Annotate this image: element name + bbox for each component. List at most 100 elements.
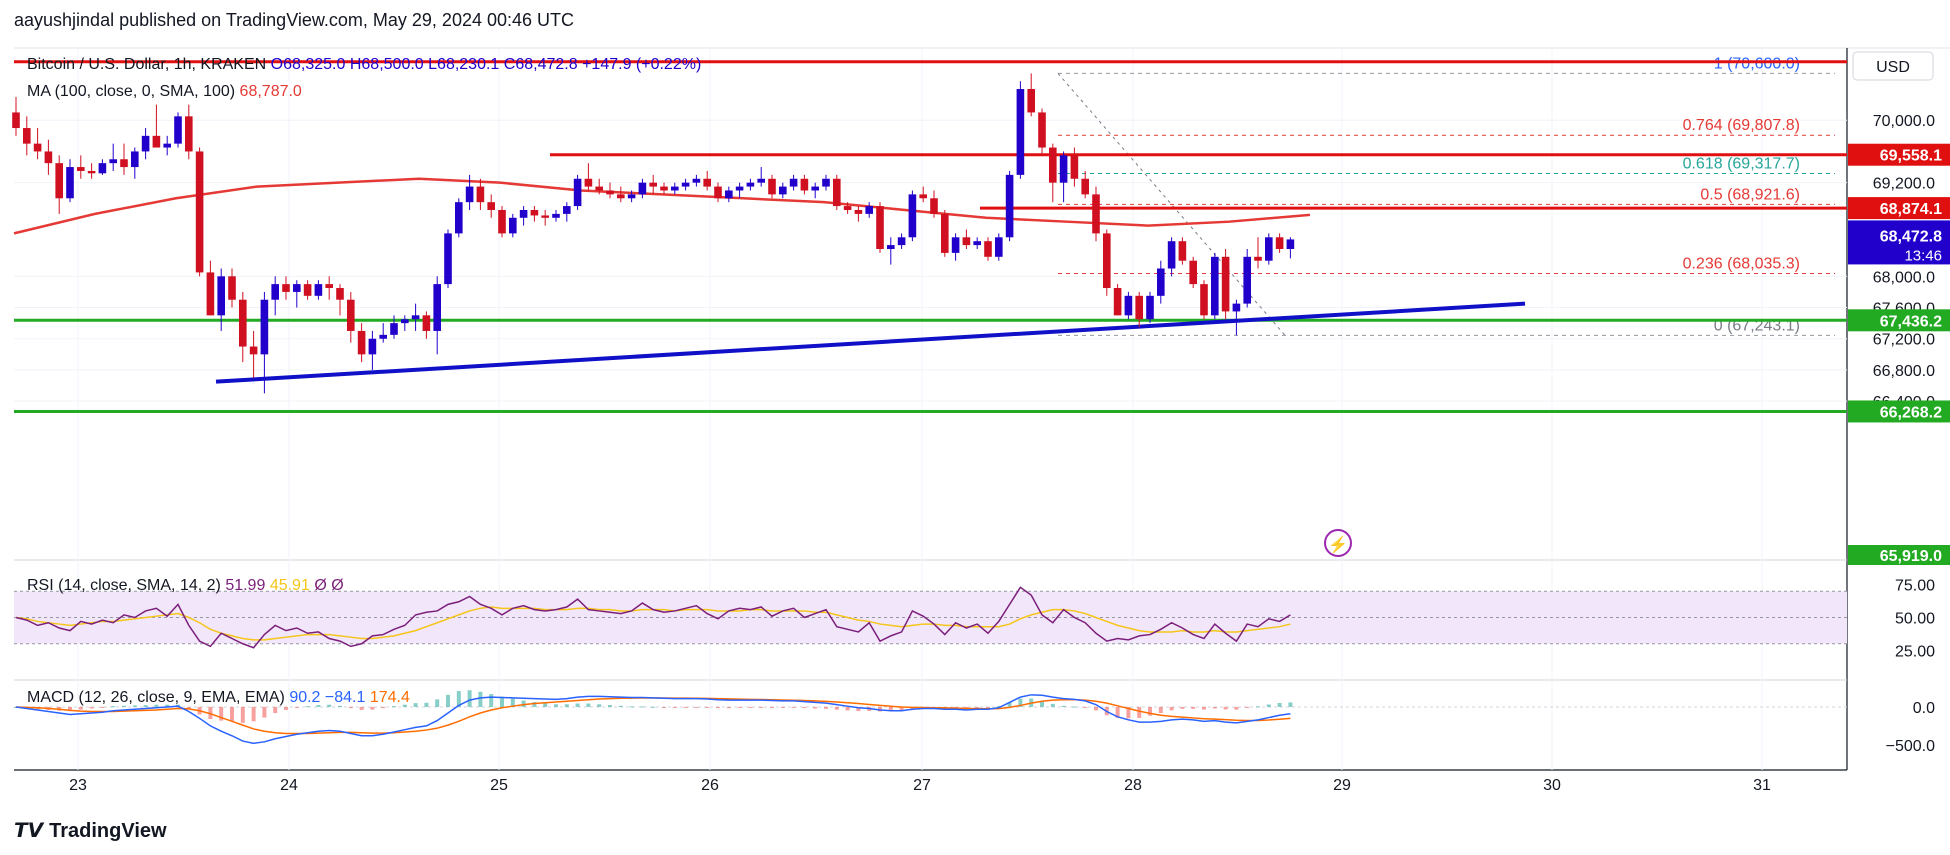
y-tick-label: 70,000.0 (1873, 113, 1935, 130)
rsi-band (14, 591, 1847, 644)
level-tag-label: 66,268.2 (1880, 404, 1942, 421)
candle-body (1254, 256, 1262, 261)
candle-body (887, 245, 895, 249)
macd-histogram-bar (240, 706, 245, 723)
x-tick-label: 23 (69, 777, 87, 794)
ascending-trendline (215, 301, 1526, 384)
candle-body (131, 151, 139, 168)
level-tag-resistance-2 (1848, 143, 1950, 166)
candle-body (995, 237, 1003, 257)
candle-body (455, 202, 463, 234)
tradingview-logo[interactable]: 𝙏𝙑 TradingView (14, 818, 167, 843)
level-tag-resistance-3 (1848, 197, 1950, 220)
candle-body (357, 330, 366, 355)
candle-body (1135, 295, 1143, 320)
candle-body (217, 276, 225, 316)
candle-body (444, 233, 452, 285)
x-tick-label: 30 (1543, 777, 1561, 794)
candle-body (638, 182, 647, 195)
candle-body (411, 315, 420, 320)
rsi-tick-label: 25.00 (1895, 643, 1935, 660)
macd-histogram-bar (1061, 705, 1066, 707)
macd-histogram-bar (586, 703, 591, 707)
candle-body (1103, 233, 1111, 289)
candle-body (55, 163, 63, 199)
currency-button[interactable] (1852, 51, 1934, 81)
macd-histogram-bar (402, 704, 407, 707)
candle-body (249, 346, 258, 355)
candle-body (951, 237, 960, 253)
flash-event-icon[interactable] (1324, 529, 1352, 557)
macd-histogram-bar (1202, 706, 1206, 710)
macd-histogram-bar (608, 705, 612, 707)
macd-line (15, 694, 1291, 745)
macd-histogram-bar (294, 706, 299, 708)
macd-histogram-bar (1234, 706, 1239, 710)
macd-histogram-bar (705, 706, 710, 708)
candle-body (833, 178, 841, 207)
candle-body (811, 186, 819, 191)
macd-histogram-bar (143, 705, 148, 707)
macd-histogram-bar (543, 703, 548, 707)
macd-histogram-bar (132, 705, 137, 707)
level-tag-label: 67,436.2 (1880, 313, 1942, 330)
x-tick-label: 26 (701, 777, 719, 794)
candle-body (908, 194, 917, 238)
candle-body (195, 151, 204, 273)
macd-histogram-bar (1223, 706, 1228, 710)
macd-histogram-bar (856, 706, 861, 712)
macd-histogram-bar (532, 702, 537, 707)
candle-body (206, 272, 215, 316)
candle-body (1200, 284, 1208, 316)
candle-body (1275, 237, 1284, 249)
candle-body (1221, 256, 1230, 312)
macd-histogram-bar (1158, 706, 1163, 714)
candle-body (174, 116, 182, 144)
candle-body (476, 186, 485, 203)
candle-body (1070, 155, 1079, 179)
level-tag-support-2 (1848, 400, 1950, 423)
candle-body (1124, 295, 1133, 316)
candle-body (239, 299, 247, 347)
candle-body (141, 135, 150, 152)
macd-histogram-bar (1126, 706, 1131, 719)
macd-histogram-bar (521, 700, 526, 707)
macd-histogram-bar (1094, 706, 1098, 711)
candle-body (519, 209, 528, 218)
candle-body (1113, 288, 1122, 316)
macd-histogram-bar (737, 706, 742, 708)
ma-legend: MA (100, close, 0, SMA, 100) 68,787.0 (27, 83, 302, 100)
fib-level-label: 0.618 (69,317.7) (1683, 155, 1800, 172)
macd-histogram-bar (1266, 704, 1271, 707)
macd-histogram-bar (500, 696, 504, 707)
candle-body (1081, 178, 1089, 195)
candle-body (584, 178, 593, 187)
candle-body (314, 284, 323, 296)
candle-body (865, 206, 873, 214)
candle-body (271, 284, 279, 300)
level-tag-label: 69,558.1 (1880, 148, 1942, 165)
candle-body (303, 284, 312, 296)
candle-body (120, 159, 128, 168)
candle-body (1027, 89, 1035, 113)
candle-body (941, 213, 949, 253)
candle-body (627, 194, 636, 199)
candle-body (617, 194, 625, 199)
macd-histogram-bar (1148, 706, 1152, 716)
macd-histogram-bar (489, 694, 494, 707)
candle-body (563, 206, 571, 214)
candle-body (293, 284, 301, 292)
macd-histogram-bar (554, 704, 558, 707)
candle-body (509, 217, 517, 234)
candle-body (606, 190, 614, 195)
macd-histogram-bar (1169, 706, 1174, 711)
macd-histogram-bar (1007, 702, 1012, 707)
macd-histogram-bar (1191, 706, 1196, 709)
candle-body (735, 186, 744, 191)
candle-body (487, 202, 495, 210)
currency-label: USD (1876, 59, 1910, 76)
macd-histogram-bar (392, 706, 396, 708)
macd-histogram-bar (262, 706, 267, 718)
macd-histogram-bar (284, 706, 288, 710)
